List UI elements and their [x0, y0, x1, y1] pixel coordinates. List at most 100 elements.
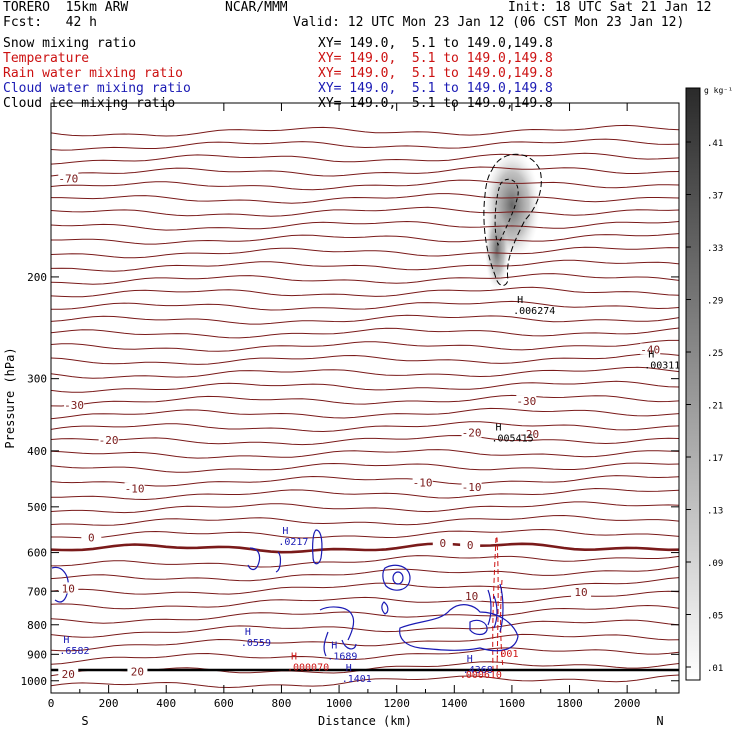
temperature-label: -30 [516, 395, 536, 408]
ice-contour-inner [494, 178, 519, 247]
x-tick-label: 200 [99, 697, 119, 710]
label-knockout [58, 172, 79, 184]
extremum-value: .0217 [278, 537, 308, 548]
extremum-value: .000610 [460, 670, 502, 681]
extremum-mark: H [282, 526, 288, 537]
y-tick-label: 900 [27, 648, 47, 661]
extremum-mark: H [648, 349, 654, 360]
field-xy-snow: XY= 149.0, 5.1 to 149.0,149.8 [318, 36, 553, 51]
y-tick-label: 800 [27, 619, 47, 632]
x-tick-label: 0 [48, 697, 55, 710]
cloud-water-contour [487, 589, 492, 626]
isotherm [51, 462, 679, 473]
extremum-value: .001 [494, 649, 518, 660]
cloud-water-contour [392, 571, 404, 585]
cloud-water-contour [399, 604, 519, 652]
temperature-label: 10 [574, 586, 587, 599]
x-tick-label: 600 [214, 697, 234, 710]
init-time: Init: 18 UTC Sat 21 Jan 12 [508, 0, 712, 15]
isotherm [51, 619, 679, 638]
x-tick-label: 1000 [326, 697, 353, 710]
cloud-water-contour [275, 551, 282, 573]
isotherm [51, 233, 679, 245]
isotherm [51, 514, 679, 526]
colorbar-tick-label: .25 [707, 349, 723, 359]
label-knockout [516, 395, 537, 407]
x-tick-label: 1800 [556, 697, 583, 710]
temperature-label: -20 [519, 428, 539, 441]
extremum-value: .000070 [287, 663, 329, 674]
isotherm [51, 487, 679, 501]
label-knockout [519, 427, 540, 439]
isotherm [51, 246, 679, 259]
isotherm [51, 565, 679, 582]
label-knockout [98, 433, 119, 445]
isotherm [51, 394, 679, 407]
label-knockout [432, 537, 453, 549]
cloud-water-contour [381, 601, 389, 615]
extremum-value: .4368 [463, 665, 493, 676]
label-knockout [412, 476, 433, 488]
temperature-label: 0 [88, 532, 95, 545]
temperature-label: 20 [131, 665, 144, 678]
label-knockout [127, 665, 148, 677]
x-tick-label: 400 [156, 697, 176, 710]
extremum-value: .1401 [342, 674, 372, 685]
label-knockout [461, 481, 482, 493]
x-tick-label: 800 [272, 697, 292, 710]
temperature-label: -10 [462, 481, 482, 494]
extremum-value: .0559 [241, 638, 271, 649]
extremum-mark: H [291, 652, 297, 663]
cloud-water-contour [469, 619, 488, 636]
extremum-value: .6582 [59, 646, 89, 657]
extremum-mark: H [517, 295, 523, 306]
cloud-water-contour [323, 631, 329, 657]
isotherm [51, 206, 679, 217]
y-tick-label: 300 [27, 373, 47, 386]
field-xy-rain: XY= 149.0, 5.1 to 149.0,149.8 [318, 66, 553, 81]
label-knockout [64, 398, 85, 410]
temperature-label: -40 [640, 343, 660, 356]
colorbar-tick-label: .37 [707, 192, 723, 202]
isotherm [51, 434, 679, 446]
extremum-value: .1689 [327, 651, 357, 662]
colorbar-tick-label: .05 [707, 612, 723, 622]
x-tick-label: 1400 [441, 697, 468, 710]
isotherm [51, 633, 679, 652]
label-knockout [461, 426, 482, 438]
cloud-water-contour [499, 583, 504, 633]
temperature-label: 10 [62, 582, 75, 595]
x-tick-label: 1600 [499, 697, 526, 710]
cloud-water-contour [493, 595, 498, 629]
isotherm [51, 314, 679, 325]
isotherm [51, 380, 679, 393]
plot-frame [50, 102, 680, 694]
colorbar [685, 87, 701, 681]
y-tick-label: 200 [27, 271, 47, 284]
colorbar-tick-label: .33 [707, 244, 723, 254]
field-name-cloud-water: Cloud water mixing ratio [3, 81, 191, 96]
cloud-water-contour [312, 529, 323, 565]
label-knockout [640, 343, 661, 355]
extremum-value: .005415 [492, 433, 534, 444]
label-knockout [461, 589, 482, 601]
temperature-label: -30 [64, 399, 84, 412]
x-axis-title: Distance (km) [318, 714, 412, 728]
field-xy-temperature: XY= 149.0, 5.1 to 149.0,149.8 [318, 51, 553, 66]
isotherm [51, 604, 679, 624]
colorbar-tick-label: .09 [707, 559, 723, 569]
y-tick-label: 400 [27, 445, 47, 458]
isotherm [51, 193, 679, 204]
temperature-label: -10 [413, 477, 433, 490]
y-tick-label: 1000 [21, 675, 48, 688]
extremum-mark: H [467, 654, 473, 665]
colorbar-unit: g kg⁻¹ [704, 86, 733, 95]
isotherm [51, 449, 679, 459]
cloud-water-contour [382, 564, 411, 591]
isotherm [51, 407, 679, 420]
isotherm [51, 273, 679, 285]
field-name-rain: Rain water mixing ratio [3, 66, 184, 81]
isotherm [51, 577, 679, 595]
field-name-temperature: Temperature [3, 51, 90, 66]
isotherm [51, 124, 679, 137]
